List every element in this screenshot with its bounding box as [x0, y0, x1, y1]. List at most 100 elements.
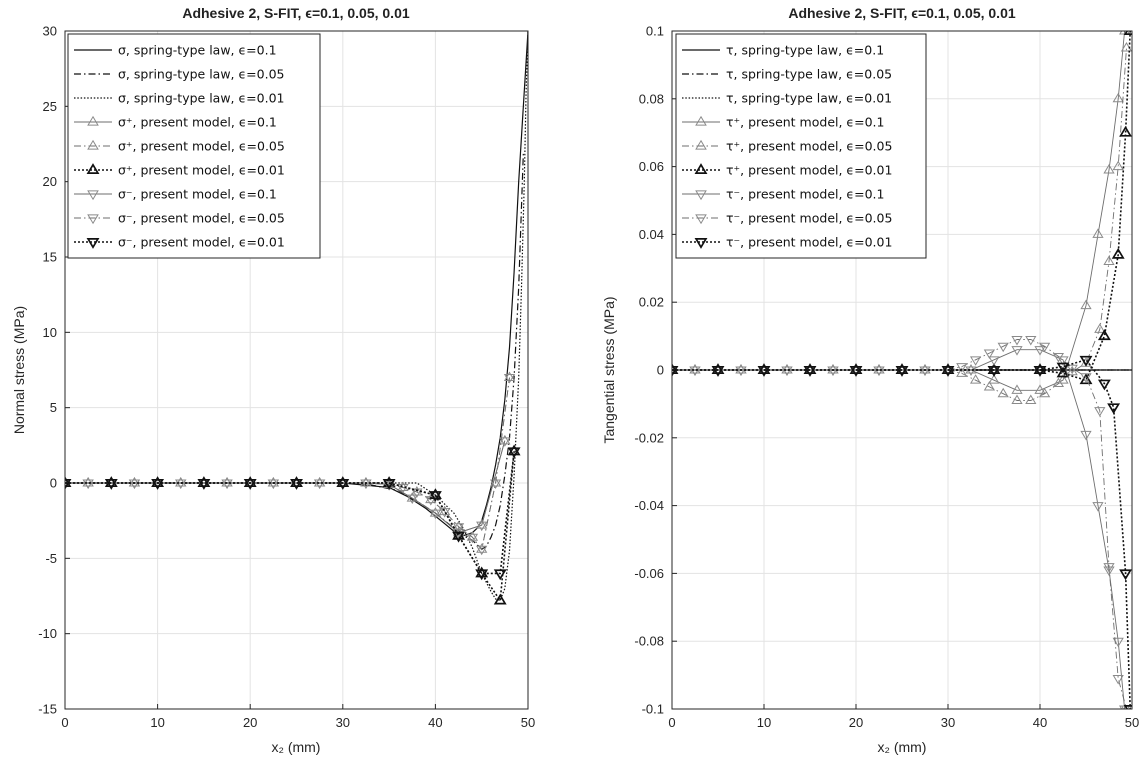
data-point-marker [1034, 346, 1046, 356]
data-point-marker [1057, 374, 1069, 384]
data-point-marker [425, 496, 437, 506]
data-point-marker [1080, 373, 1092, 383]
data-point-marker [781, 366, 793, 376]
data-point-marker [689, 364, 701, 374]
data-point-marker [1025, 394, 1037, 405]
chart-title: Adhesive 2, S-FIT, ϵ=0.1, 0.05, 0.01 [182, 5, 410, 21]
data-point-marker [197, 476, 211, 487]
data-point-marker [873, 366, 885, 376]
data-point-marker [987, 366, 1001, 377]
y-tick-label: -0.1 [642, 702, 664, 717]
data-point-marker [983, 380, 996, 391]
data-point-marker [466, 531, 479, 541]
data-point-marker [1038, 387, 1051, 398]
y-axis-label: Tangential stress (MPa) [601, 296, 617, 443]
legend: τ, spring-type law, ϵ=0.1 τ, spring-type … [675, 33, 927, 259]
legend-marker [86, 238, 100, 249]
data-point-marker [466, 533, 479, 544]
data-point-marker [290, 476, 303, 487]
data-point-marker [503, 374, 516, 384]
y-tick-label: -10 [38, 626, 57, 641]
legend-entry-label: τ, spring-type law, ϵ=0.01 [726, 91, 892, 106]
legend-entry-label: σ⁻, present model, ϵ=0.05 [118, 211, 285, 226]
legend-entry-label: σ, spring-type law, ϵ=0.1 [118, 43, 277, 58]
data-point-marker [1052, 352, 1065, 363]
data-point-marker [267, 477, 279, 487]
data-point-marker [336, 479, 350, 490]
data-point-marker [895, 363, 909, 374]
legend-entry-label: σ⁻, present model, ϵ=0.1 [118, 187, 277, 202]
data-point-marker [827, 366, 839, 376]
data-point-marker [499, 434, 511, 445]
y-tick-label: 30 [43, 24, 57, 39]
data-point-marker [1092, 228, 1104, 238]
data-point-marker [382, 479, 396, 490]
data-point-marker [1094, 323, 1106, 333]
data-point-marker [1119, 125, 1132, 137]
y-tick-label: -0.02 [634, 430, 664, 445]
x-tick-label: 40 [428, 715, 442, 730]
data-point-marker [452, 528, 465, 540]
data-point-marker [221, 477, 233, 487]
data-point-marker [1112, 160, 1124, 171]
legend-entry-label: τ, spring-type law, ϵ=0.1 [726, 43, 884, 58]
data-point-marker [428, 491, 442, 502]
y-tick-label: 20 [43, 174, 57, 189]
data-point-marker [1052, 377, 1065, 388]
data-point-marker [983, 349, 996, 360]
data-point-marker [1097, 379, 1111, 391]
y-tick-label: 0 [50, 476, 57, 491]
series-group [65, 31, 528, 605]
data-point-marker [476, 519, 488, 529]
data-point-marker [429, 507, 442, 517]
data-point-marker [1112, 674, 1124, 685]
data-point-marker [452, 531, 465, 543]
data-point-marker [1079, 373, 1093, 385]
data-point-marker [1103, 164, 1115, 174]
data-point-marker [1123, 705, 1132, 709]
data-point-marker [243, 476, 257, 487]
data-point-marker [475, 569, 489, 581]
data-point-marker [476, 545, 488, 556]
data-point-marker [941, 366, 955, 377]
legend-marker [87, 139, 99, 150]
data-point-marker [65, 479, 72, 490]
data-point-marker [1033, 366, 1047, 377]
legend-marker [694, 238, 708, 249]
data-point-marker [452, 523, 465, 533]
data-point-marker [1066, 364, 1078, 375]
data-point-marker [1033, 363, 1047, 374]
data-point-marker [1011, 346, 1023, 356]
data-point-marker [1112, 637, 1124, 648]
chart-title: Adhesive 2, S-FIT, ϵ=0.1, 0.05, 0.01 [788, 5, 1016, 21]
data-point-marker [439, 508, 451, 518]
x-tick-label: 10 [150, 715, 164, 730]
data-point-marker [1079, 355, 1093, 367]
data-point-marker [1066, 365, 1078, 376]
data-point-marker [1038, 342, 1051, 353]
legend-entry-label: σ⁻, present model, ϵ=0.01 [118, 235, 285, 250]
x-tick-label: 30 [941, 715, 955, 730]
data-point-marker [104, 476, 118, 487]
data-point-marker [82, 477, 94, 487]
data-point-marker [827, 364, 839, 374]
tangential-stress-chart: Adhesive 2, S-FIT, ϵ=0.1, 0.05, 0.01 x₂ … [601, 5, 1139, 755]
legend-entry-label: τ⁺, present model, ϵ=0.01 [726, 163, 892, 178]
data-point-marker [735, 364, 747, 374]
x-axis-label: x₂ (mm) [272, 739, 321, 755]
y-tick-label: -0.06 [634, 566, 664, 581]
legend-marker [87, 214, 99, 225]
data-point-marker [757, 363, 771, 374]
data-point-marker [1056, 362, 1070, 374]
data-point-marker [965, 366, 977, 376]
data-point-marker [476, 543, 488, 553]
legend-entry-label: τ⁻, present model, ϵ=0.01 [726, 235, 892, 250]
data-point-marker [1034, 384, 1046, 394]
legend-entry-label: σ, spring-type law, ϵ=0.01 [118, 91, 285, 106]
x-tick-label: 30 [336, 715, 350, 730]
data-point-marker [493, 569, 507, 581]
y-tick-label: 0.04 [639, 227, 664, 242]
data-point-marker [873, 364, 885, 374]
y-tick-label: 0.08 [639, 91, 664, 106]
